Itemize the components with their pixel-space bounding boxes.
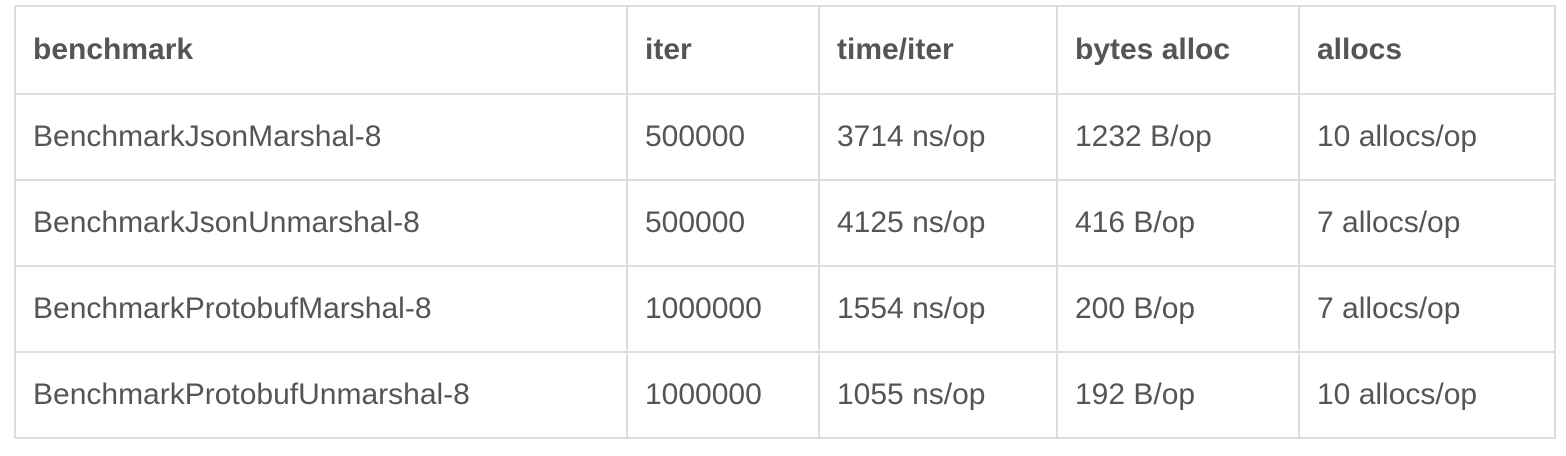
cell-bytes-alloc: 1232 B/op [1056,93,1300,181]
header-time-per-iter: time/iter [818,5,1058,95]
cell-allocs: 7 allocs/op [1298,265,1556,353]
cell-time-per-iter: 1055 ns/op [818,351,1058,439]
cell-time-per-iter: 4125 ns/op [818,179,1058,267]
cell-bytes-alloc: 416 B/op [1056,179,1300,267]
cell-iter: 1000000 [626,351,820,439]
header-bytes-alloc: bytes alloc [1056,5,1300,95]
table-row: BenchmarkProtobufUnmarshal-8 1000000 105… [14,351,1556,439]
cell-allocs: 10 allocs/op [1298,351,1556,439]
table-body: BenchmarkJsonMarshal-8 500000 3714 ns/op… [14,93,1556,439]
benchmark-table: benchmark iter time/iter bytes alloc all… [14,5,1556,439]
cell-benchmark: BenchmarkJsonUnmarshal-8 [14,179,628,267]
header-row: benchmark iter time/iter bytes alloc all… [14,5,1556,95]
cell-allocs: 7 allocs/op [1298,179,1556,267]
cell-iter: 1000000 [626,265,820,353]
cell-benchmark: BenchmarkJsonMarshal-8 [14,93,628,181]
cell-allocs: 10 allocs/op [1298,93,1556,181]
header-iter: iter [626,5,820,95]
cell-time-per-iter: 1554 ns/op [818,265,1058,353]
benchmark-table-container: benchmark iter time/iter bytes alloc all… [14,5,1556,439]
cell-iter: 500000 [626,93,820,181]
cell-bytes-alloc: 192 B/op [1056,351,1300,439]
table-row: BenchmarkJsonUnmarshal-8 500000 4125 ns/… [14,179,1556,267]
cell-time-per-iter: 3714 ns/op [818,93,1058,181]
cell-bytes-alloc: 200 B/op [1056,265,1300,353]
cell-iter: 500000 [626,179,820,267]
cell-benchmark: BenchmarkProtobufMarshal-8 [14,265,628,353]
table-row: BenchmarkProtobufMarshal-8 1000000 1554 … [14,265,1556,353]
cell-benchmark: BenchmarkProtobufUnmarshal-8 [14,351,628,439]
table-row: BenchmarkJsonMarshal-8 500000 3714 ns/op… [14,93,1556,181]
table-header: benchmark iter time/iter bytes alloc all… [14,5,1556,95]
header-allocs: allocs [1298,5,1556,95]
header-benchmark: benchmark [14,5,628,95]
